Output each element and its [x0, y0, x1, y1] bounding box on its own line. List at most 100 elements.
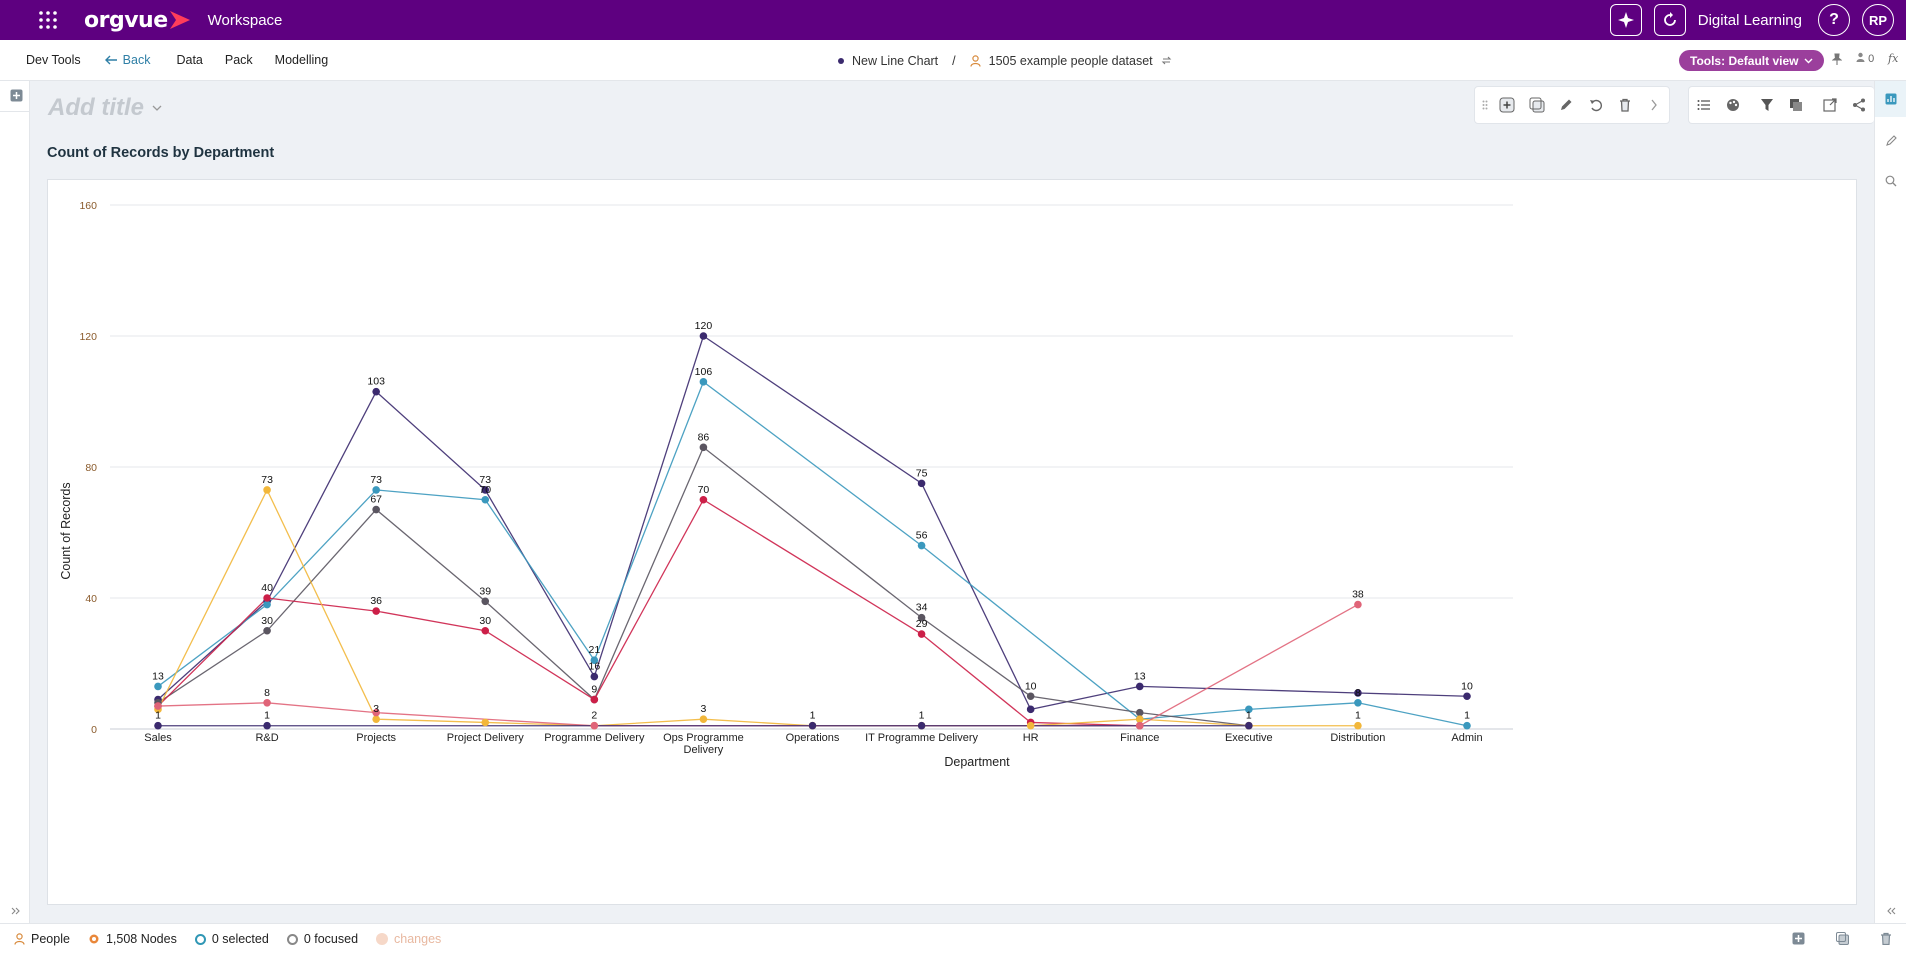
series-line-4[interactable] [157, 488, 1358, 727]
data-point[interactable] [481, 718, 490, 727]
dev-tools-link[interactable]: Dev Tools [26, 53, 81, 67]
data-point[interactable] [917, 541, 926, 550]
data-point[interactable] [1354, 721, 1362, 730]
data-point[interactable] [1135, 682, 1144, 691]
pin-icon[interactable] [1832, 53, 1842, 66]
add-panel-icon[interactable] [8, 87, 24, 103]
back-button[interactable]: Back [104, 53, 150, 67]
data-point[interactable] [1135, 708, 1144, 717]
data-point[interactable] [372, 505, 380, 514]
data-point[interactable] [263, 486, 271, 494]
drag-handle-icon[interactable] [1481, 96, 1489, 114]
series-line-3[interactable] [157, 498, 1140, 727]
help-button[interactable]: ? [1818, 4, 1850, 36]
data-point[interactable] [808, 721, 817, 730]
data-point[interactable] [699, 443, 708, 452]
edit-icon[interactable] [1557, 96, 1574, 114]
data-point[interactable] [699, 715, 708, 723]
data-point[interactable] [1354, 689, 1362, 697]
data-point[interactable] [699, 332, 708, 340]
data-point[interactable] [154, 721, 162, 730]
undo-icon[interactable] [1587, 96, 1604, 114]
data-point[interactable] [263, 721, 271, 730]
pack-link[interactable]: Pack [224, 53, 253, 67]
avatar[interactable]: RP [1862, 4, 1894, 36]
data-point[interactable] [917, 613, 926, 622]
data-point[interactable] [917, 479, 926, 488]
data-point[interactable] [372, 607, 380, 615]
delete-icon[interactable] [1616, 96, 1633, 114]
data-point[interactable] [372, 715, 380, 723]
data-point[interactable] [154, 702, 162, 710]
data-point[interactable] [263, 626, 271, 635]
selected-status[interactable]: 0 selected [194, 932, 269, 946]
nodes-status[interactable]: 1,508 Nodes [88, 932, 177, 946]
chevron-right-icon[interactable] [1646, 96, 1663, 114]
chart-name[interactable]: New Line Chart [852, 53, 939, 68]
data-point[interactable] [154, 682, 162, 691]
data-point[interactable] [263, 594, 271, 602]
add-node-icon[interactable] [1792, 932, 1805, 948]
data-point[interactable] [699, 495, 708, 504]
data-point[interactable] [1245, 705, 1253, 714]
modelling-link[interactable]: Modelling [274, 53, 329, 67]
add-title-input[interactable]: Add title [48, 94, 162, 122]
data-point[interactable] [1026, 705, 1035, 714]
chart-panel-icon[interactable] [1883, 91, 1899, 107]
data-link[interactable]: Data [176, 53, 203, 67]
data-point[interactable] [1354, 600, 1362, 609]
data-point[interactable] [481, 626, 490, 635]
sparkle-button[interactable] [1609, 4, 1642, 36]
workspace-label[interactable]: Workspace [207, 11, 283, 29]
focused-status[interactable]: 0 focused [286, 932, 358, 946]
data-point[interactable] [1463, 721, 1471, 730]
data-point[interactable] [1026, 692, 1035, 701]
layers-icon[interactable] [1788, 96, 1806, 114]
grid-icon[interactable] [28, 0, 68, 40]
series-points[interactable] [154, 332, 1471, 730]
refresh-button[interactable] [1653, 4, 1686, 36]
changes-status[interactable]: changes [376, 932, 441, 946]
user-name[interactable]: Digital Learning [1697, 11, 1802, 29]
export-icon[interactable] [1821, 96, 1839, 114]
dataset-name[interactable]: 1505 example people dataset [988, 53, 1153, 68]
data-point[interactable] [917, 721, 926, 730]
data-point[interactable] [1026, 721, 1035, 730]
data-point[interactable] [372, 387, 380, 396]
filter-icon[interactable] [1758, 96, 1776, 114]
data-point[interactable] [481, 597, 490, 606]
data-point[interactable] [481, 495, 490, 504]
data-point[interactable] [263, 600, 271, 609]
watchers-count[interactable]: 0 [1856, 52, 1874, 65]
data-point[interactable] [699, 378, 708, 386]
data-point[interactable] [590, 721, 599, 730]
trash-icon[interactable] [1880, 932, 1892, 948]
pencil-icon[interactable] [1883, 133, 1899, 149]
swap-icon[interactable] [1161, 55, 1172, 66]
list-icon[interactable] [1695, 96, 1713, 114]
duplicate-icon[interactable] [1528, 96, 1545, 114]
people-status[interactable]: People [14, 932, 70, 946]
palette-icon[interactable] [1725, 96, 1743, 114]
chevron-down-icon[interactable] [152, 105, 162, 111]
data-point[interactable] [590, 695, 599, 704]
series-line-2[interactable] [157, 446, 1249, 727]
data-point[interactable] [1135, 715, 1144, 723]
data-point[interactable] [590, 656, 599, 665]
data-point[interactable] [1245, 721, 1253, 730]
share-icon[interactable] [1851, 96, 1869, 114]
data-point[interactable] [372, 486, 380, 494]
brand-logo[interactable]: orgvue [84, 8, 190, 33]
data-point[interactable] [263, 699, 271, 707]
formula-button[interactable]: fx [1888, 52, 1899, 65]
copy-node-icon[interactable] [1836, 932, 1849, 948]
data-point[interactable] [917, 630, 926, 638]
data-point[interactable] [1463, 692, 1471, 701]
data-point[interactable] [372, 708, 380, 717]
expand-right-icon[interactable] [1883, 903, 1899, 919]
data-point[interactable] [590, 672, 599, 681]
search-icon[interactable] [1883, 173, 1899, 189]
data-point[interactable] [1135, 721, 1144, 730]
series-line-5[interactable] [157, 603, 1359, 727]
data-point[interactable] [481, 486, 490, 494]
